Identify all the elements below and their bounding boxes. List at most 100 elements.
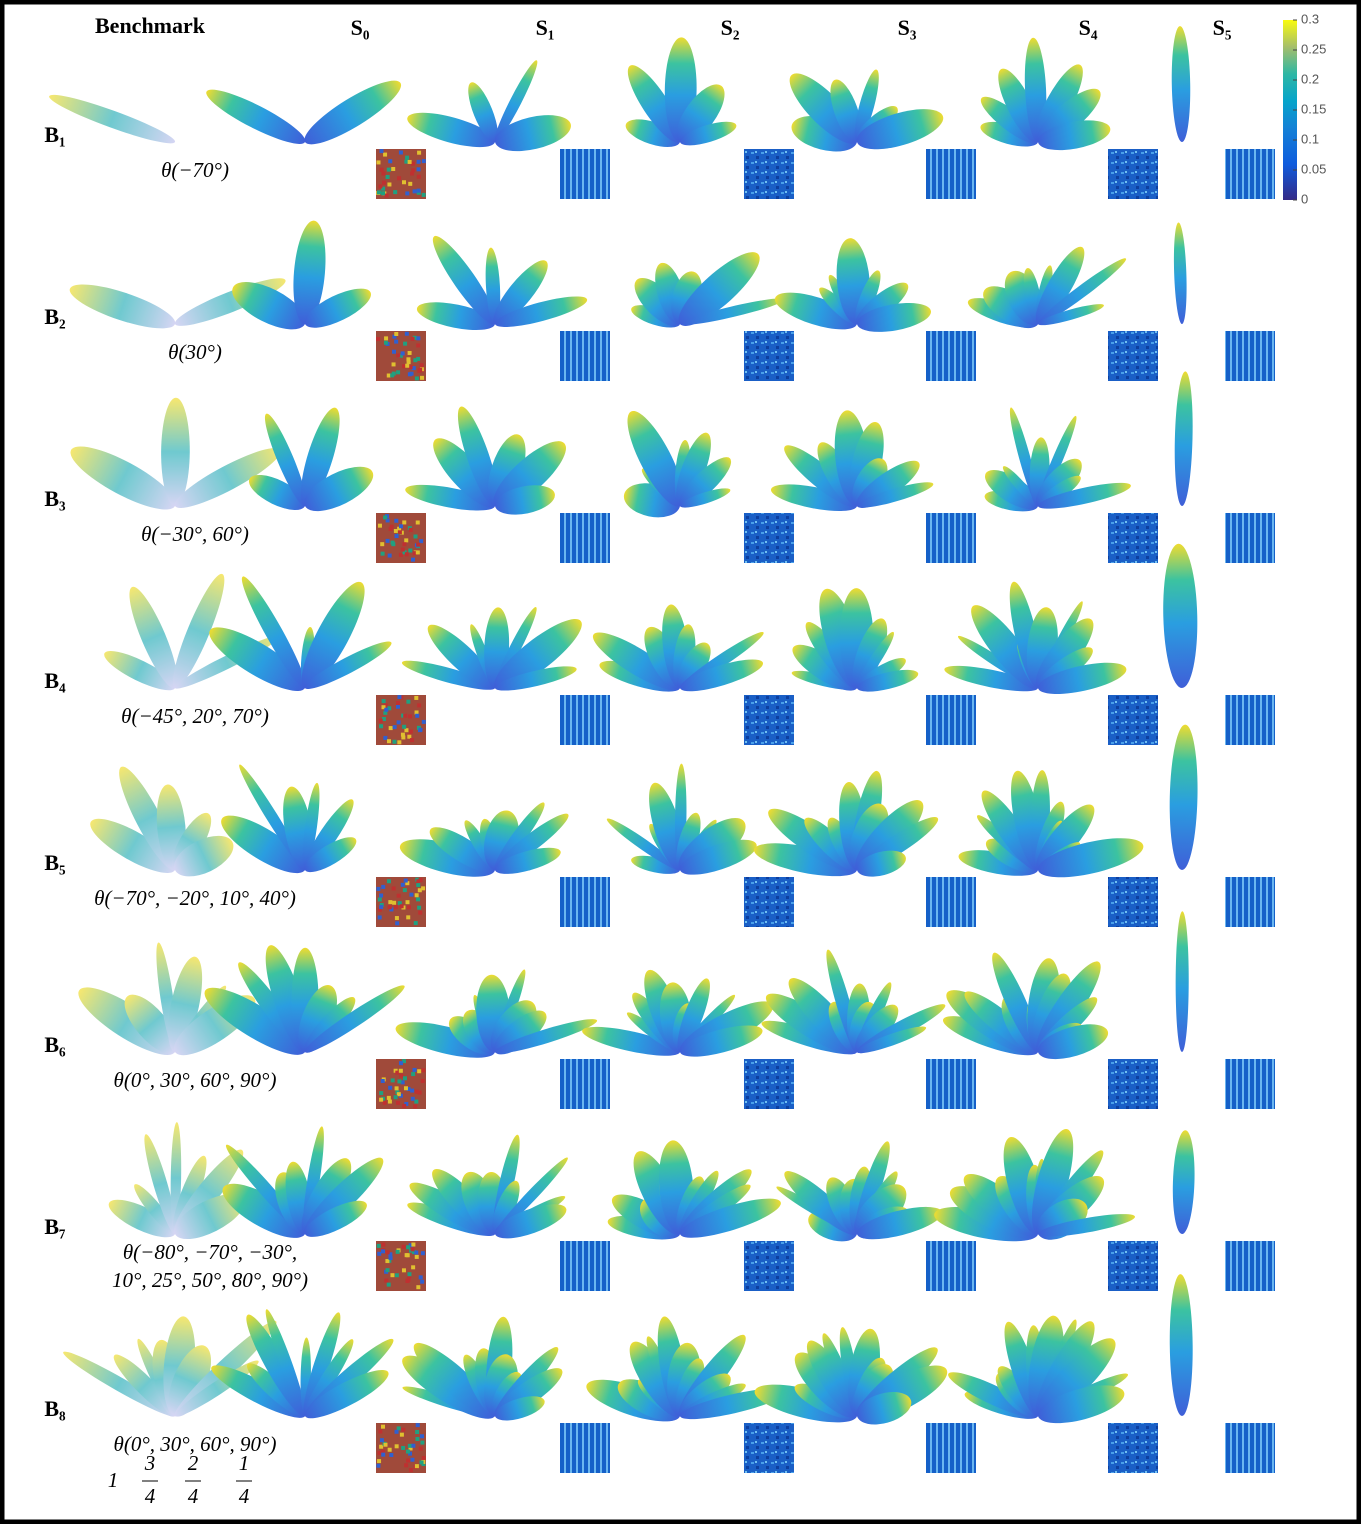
lobe: [494, 1396, 545, 1421]
texture-dot: [404, 728, 409, 733]
lobe: [856, 1206, 943, 1240]
lobe: [401, 660, 496, 690]
lobe: [204, 987, 306, 1055]
texture-dot: [400, 351, 405, 356]
texture-dot: [396, 700, 401, 705]
texture: [560, 877, 610, 927]
lobe: [304, 837, 357, 873]
texture-dot: [397, 740, 402, 745]
texture-dot: [385, 1268, 390, 1273]
texture-dot: [398, 353, 403, 358]
texture-dot: [398, 552, 403, 557]
texture-dot: [408, 181, 413, 186]
beam-pattern: [754, 1327, 948, 1425]
beam-pattern: [70, 397, 281, 510]
weight-num: 1: [239, 1451, 250, 1475]
texture-dot: [388, 1085, 393, 1090]
lobe: [161, 397, 190, 507]
texture-dot: [406, 915, 411, 920]
texture-dot: [390, 1273, 395, 1278]
texture: [560, 331, 610, 381]
colorbar-label: 0.05: [1301, 161, 1326, 176]
texture-dot: [402, 1104, 407, 1109]
lobe: [104, 650, 176, 691]
texture-dot: [412, 1067, 417, 1072]
texture-dot: [414, 376, 419, 381]
texture-dot: [395, 1090, 400, 1095]
lobe: [1037, 120, 1111, 151]
texture-dot: [419, 539, 424, 544]
texture-dot: [414, 893, 419, 898]
texture-dot: [406, 1458, 411, 1463]
angle-label: θ(−70°, −20°, 10°, 40°): [94, 886, 296, 910]
texture-dot: [381, 186, 386, 191]
angle-label: θ(30°): [168, 340, 222, 364]
lobe: [1035, 246, 1085, 325]
texture-dot: [417, 703, 422, 708]
texture-dot: [420, 1279, 425, 1284]
texture-dot: [391, 542, 396, 547]
beam-pattern: [607, 1140, 781, 1240]
texture: [1108, 1423, 1158, 1473]
beam-pattern: [395, 969, 598, 1058]
texture-dot: [413, 1104, 418, 1109]
texture: [926, 149, 976, 199]
lobe: [265, 1309, 306, 1417]
texture-dot: [398, 1068, 403, 1073]
texture-dot: [418, 727, 423, 732]
texture-dot: [384, 193, 389, 198]
texture-dot: [412, 335, 417, 340]
texture-dot: [387, 905, 392, 910]
lobe: [232, 281, 306, 330]
texture-dot: [389, 524, 394, 529]
texture-dot: [377, 1450, 382, 1455]
texture-dot: [410, 738, 415, 743]
texture: [560, 149, 610, 199]
lobe: [494, 666, 577, 691]
row-label: B₆: [44, 1032, 66, 1057]
texture-dot: [411, 1072, 416, 1077]
texture-dot: [407, 734, 412, 739]
texture: [926, 1059, 976, 1109]
beam-pattern: [948, 1315, 1129, 1424]
lobe: [678, 252, 760, 326]
texture-dot: [388, 900, 393, 905]
texture: [744, 877, 794, 927]
texture-dot: [404, 552, 409, 557]
texture-dot: [407, 159, 412, 164]
texture: [1108, 149, 1158, 199]
texture-dot: [392, 900, 397, 905]
texture-dot: [376, 160, 381, 165]
texture-dot: [394, 1444, 399, 1449]
texture-dot: [376, 337, 381, 342]
beam-pattern: [1169, 1274, 1193, 1417]
texture-dot: [408, 1451, 413, 1456]
angle-label: θ(0°, 30°, 60°, 90°): [114, 1068, 277, 1092]
texture-dot: [394, 331, 399, 336]
texture-dot: [386, 739, 391, 744]
lobe: [1037, 662, 1127, 694]
texture-dot: [410, 1457, 415, 1462]
texture-dot: [390, 373, 395, 378]
texture-dot: [381, 1249, 386, 1254]
lobe: [209, 627, 306, 691]
beam-pattern: [204, 945, 405, 1055]
texture-dot: [388, 526, 393, 531]
lobe: [592, 632, 681, 691]
texture-dot: [402, 724, 407, 729]
lobe: [124, 994, 178, 1054]
lobe: [174, 1194, 245, 1240]
beam-pattern: [416, 235, 588, 331]
lobe: [606, 818, 681, 871]
lobe: [679, 298, 785, 326]
texture-dot: [400, 882, 405, 887]
texture: [560, 1423, 610, 1473]
beam-pattern: [606, 763, 757, 875]
texture-dot: [377, 523, 382, 528]
texture: [926, 1241, 976, 1291]
beam-pattern: [209, 576, 392, 691]
texture-dot: [407, 1272, 412, 1277]
texture-dot: [416, 1285, 421, 1290]
texture-dot: [377, 1251, 382, 1256]
beam-pattern: [108, 1122, 245, 1240]
